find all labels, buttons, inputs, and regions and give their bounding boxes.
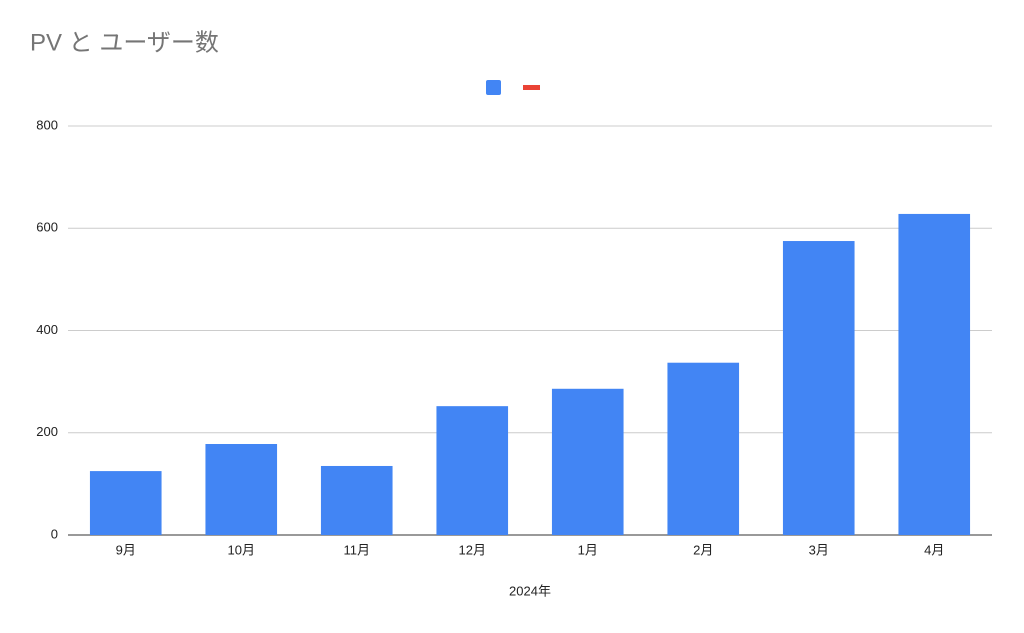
y-tick-label: 0: [51, 526, 58, 541]
legend-swatch: [523, 85, 540, 90]
y-tick-label: 200: [36, 424, 58, 439]
x-tick-label: 9月: [116, 542, 136, 557]
bar: [898, 213, 971, 535]
bar: [320, 465, 393, 535]
bar: [89, 471, 162, 535]
chart-title: PV と ユーザー数: [30, 29, 219, 56]
x-axis-label: 2024年: [509, 583, 551, 598]
x-tick-label: 4月: [924, 542, 944, 557]
bar: [551, 388, 624, 535]
x-tick-label: 12月: [459, 542, 486, 557]
y-tick-label: 400: [36, 322, 58, 337]
x-tick-label: 1月: [578, 542, 598, 557]
y-tick-label: 800: [36, 117, 58, 132]
bar: [436, 406, 509, 535]
x-tick-label: 11月: [344, 542, 371, 557]
bar: [205, 443, 278, 535]
y-tick-label: 600: [36, 220, 58, 235]
x-tick-label: 3月: [809, 542, 829, 557]
x-tick-label: 2月: [693, 542, 713, 557]
legend-swatch: [486, 80, 501, 95]
x-tick-label: 10月: [228, 542, 255, 557]
bar: [667, 362, 740, 535]
bar: [782, 241, 855, 535]
